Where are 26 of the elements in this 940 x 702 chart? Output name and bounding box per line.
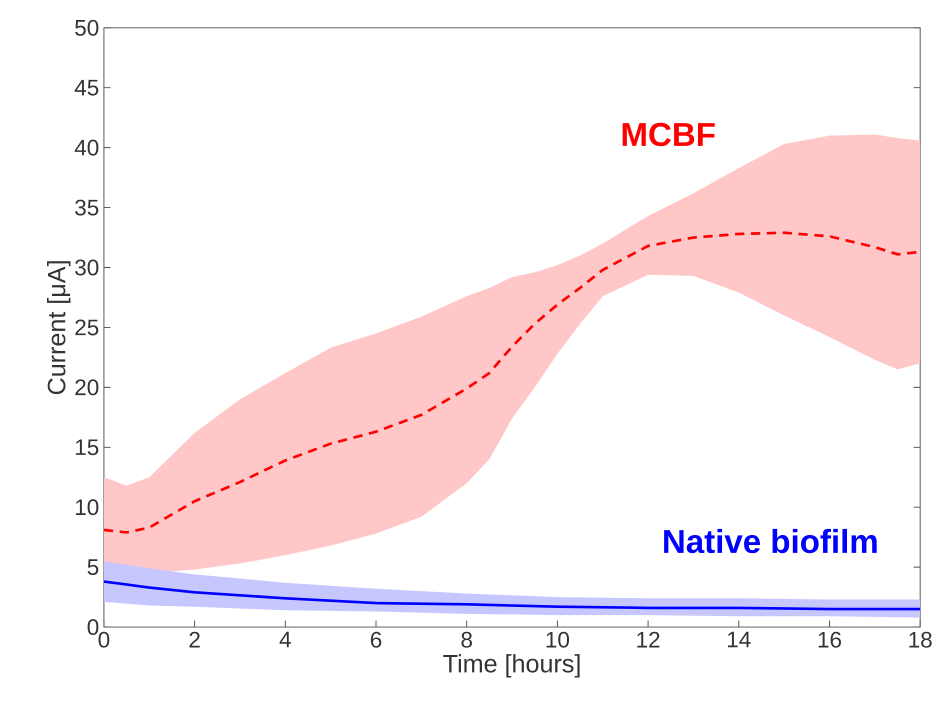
y-tick-label: 40 bbox=[74, 139, 98, 156]
y-tick-label: 15 bbox=[76, 439, 98, 455]
x-tick-label: 14 bbox=[728, 632, 751, 647]
text: MCBF bbox=[622, 122, 715, 146]
x-tick-label: 16 bbox=[818, 632, 841, 648]
x-tick-label: 0 bbox=[98, 632, 110, 648]
x-tick-label: 4 bbox=[280, 632, 291, 647]
y-tick-label: 45 bbox=[74, 80, 98, 96]
x-tick-label: 8 bbox=[461, 632, 472, 648]
y-tick-label: 50 bbox=[75, 20, 98, 36]
y-axis-title: Current [μA] bbox=[47, 261, 70, 394]
x-tick-label: 6 bbox=[370, 632, 382, 648]
y-tick-label: 10 bbox=[76, 499, 98, 515]
y-tick-label: 0 bbox=[88, 618, 98, 635]
x-tick-label: 2 bbox=[190, 632, 200, 648]
y-tick-label: 25 bbox=[75, 319, 98, 336]
x-tick-label: 12 bbox=[637, 632, 660, 648]
x-tick-label: 10 bbox=[546, 632, 570, 648]
series-label: Native biofilm bbox=[664, 528, 877, 553]
line-series bbox=[104, 580, 920, 610]
y-tick-label: 35 bbox=[75, 199, 98, 216]
y-tick-label: 5 bbox=[88, 559, 98, 575]
y-tick-label: 30 bbox=[75, 259, 98, 276]
x-axis-title: Time [hours] bbox=[443, 654, 580, 678]
y-tick-label: 20 bbox=[75, 379, 98, 396]
x-tick-label: 18 bbox=[909, 632, 932, 648]
